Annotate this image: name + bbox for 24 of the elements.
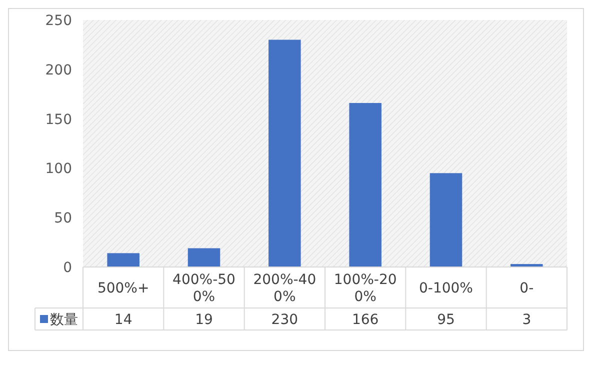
data-label: 230 [271,312,298,328]
bar [268,40,301,267]
y-tick-label: 50 [54,210,72,227]
x-tick-label: 100%-200% [334,272,397,305]
data-label: 3 [522,312,532,328]
bar [349,102,382,267]
x-tick-label: 0- [520,280,534,296]
y-tick-label: 0 [63,260,72,276]
y-tick-label: 150 [45,112,72,128]
y-tick-label: 250 [45,13,72,29]
y-tick-label: 200 [45,62,72,78]
data-label: 14 [114,312,132,328]
x-tick-label: 500%+ [97,280,150,296]
bar [430,173,462,267]
x-tick-label: 0-100% [419,280,473,296]
x-tick-label: 200%-400% [253,272,316,305]
data-label: 19 [195,312,213,328]
data-label: 95 [437,312,455,328]
legend-label: 数量 [50,312,78,328]
bar [188,248,220,267]
data-label: 166 [352,312,379,328]
y-tick-label: 100 [45,161,72,178]
x-tick-label: 400%-500% [172,272,236,305]
bar [107,253,140,267]
